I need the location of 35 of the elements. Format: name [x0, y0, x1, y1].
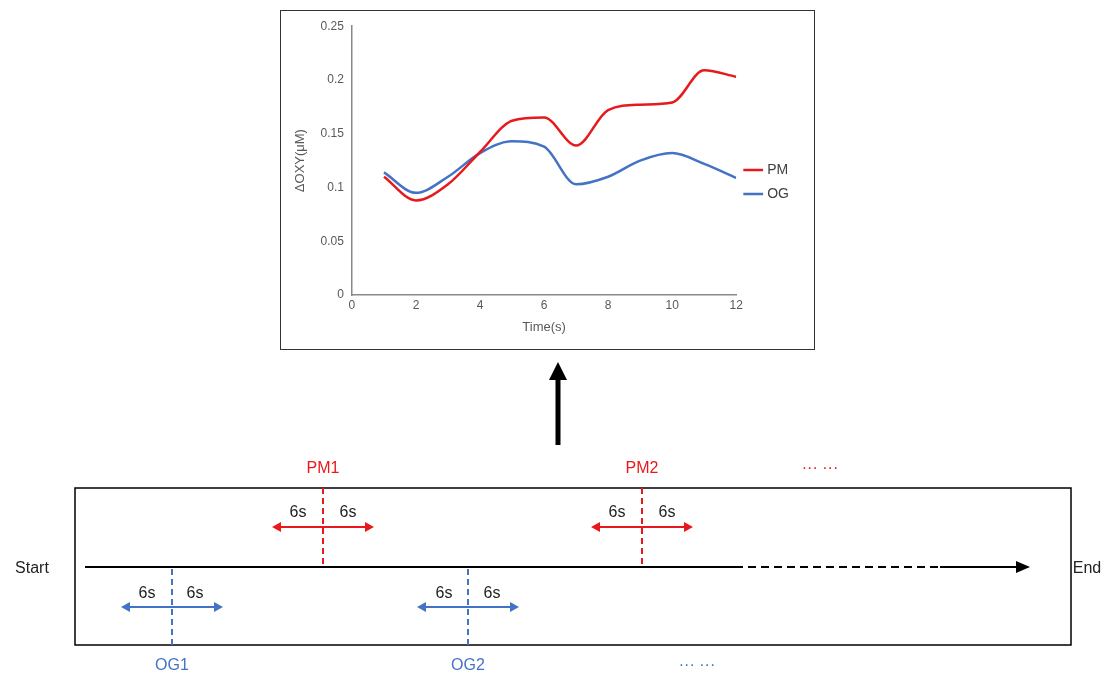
x-tick-label: 8: [604, 297, 612, 312]
line-series: [382, 140, 737, 195]
x-tick-label: 12: [729, 297, 744, 312]
text: OG1: [155, 656, 189, 674]
y-tick-label: 0.1: [327, 179, 345, 194]
text: PM2: [625, 459, 659, 477]
text: 6s: [339, 503, 357, 521]
y-tick-label: 0: [337, 287, 345, 302]
legend-label: PM: [767, 160, 789, 177]
x-tick-label: 0: [348, 297, 356, 312]
y-tick-label: 0.2: [327, 72, 345, 87]
y-axis-title: ΔOXY(μM): [292, 129, 308, 193]
text: 6s: [608, 503, 626, 521]
x-tick-label: 4: [476, 297, 484, 312]
text: 6s: [483, 584, 501, 602]
text: 6s: [138, 584, 156, 602]
y-tick-label: 0.15: [320, 126, 345, 141]
text: ··· ···: [678, 656, 716, 674]
text: OG2: [451, 656, 485, 674]
text: Start: [15, 559, 49, 577]
text: 6s: [186, 584, 204, 602]
legend-label: OG: [767, 184, 789, 201]
text: End: [1072, 559, 1102, 577]
x-axis-title: Time(s): [522, 318, 566, 334]
text: 6s: [658, 503, 676, 521]
text: ··· ···: [801, 459, 839, 477]
line-series: [382, 69, 737, 202]
text: 6s: [289, 503, 307, 521]
text: PM1: [306, 459, 340, 477]
x-tick-label: 10: [665, 297, 680, 312]
x-tick-label: 2: [412, 297, 420, 312]
y-tick-label: 0.25: [320, 18, 345, 33]
x-tick-label: 6: [540, 297, 548, 312]
y-tick-label: 0.05: [320, 233, 345, 248]
text: 6s: [435, 584, 453, 602]
